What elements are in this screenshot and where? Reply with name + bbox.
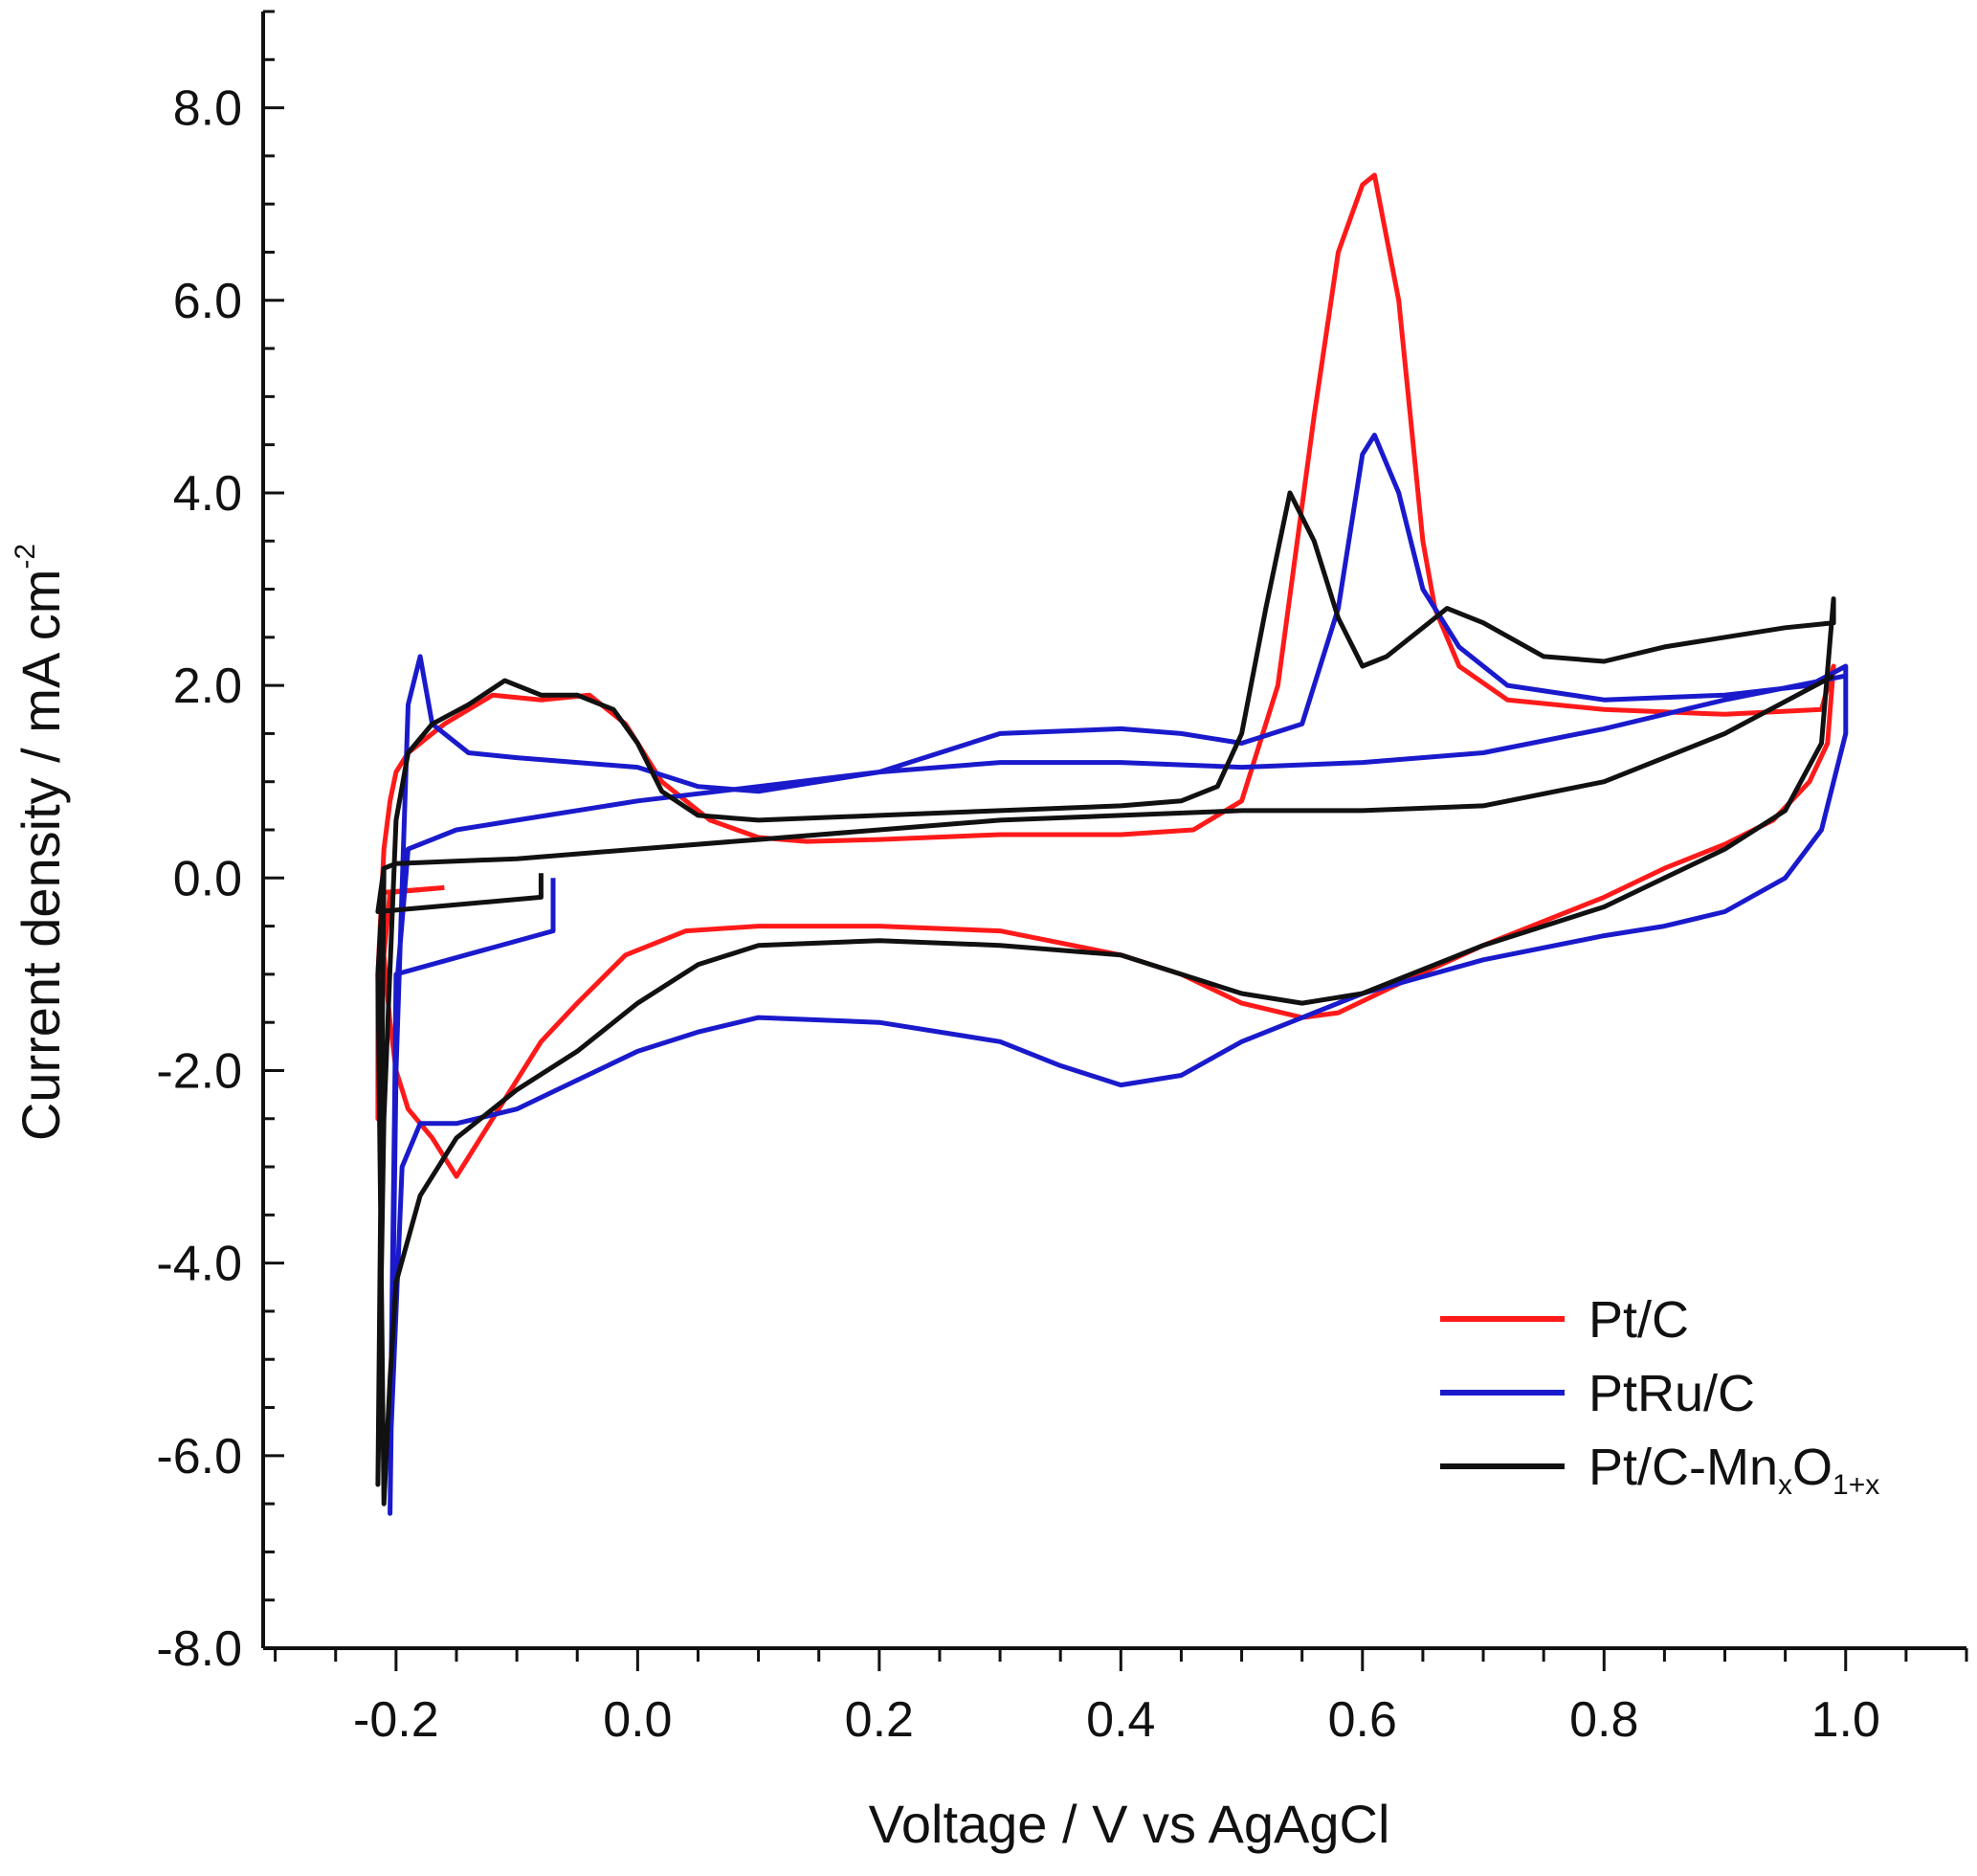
y-tick-label: -2.0: [156, 1043, 242, 1099]
tick-label-layer: -8.0 -6.0 -4.0 -2.0 0.0 2.0 4.0 6.0 8.0 -0.2 0.0 0.…: [156, 81, 1880, 1748]
y-tick-label: 6.0: [173, 274, 242, 329]
y-tick-label: 0.0: [173, 851, 242, 906]
x-tick-label: 0.0: [603, 1692, 672, 1748]
legend-label-base: Pt/C-Mn: [1588, 1439, 1778, 1496]
x-tick-label: 0.2: [845, 1692, 914, 1748]
x-tick-label: 0.4: [1086, 1692, 1155, 1748]
y-tick-label: 8.0: [173, 81, 242, 137]
legend-label-pt-c-mnxo1x: Pt/C-MnxO1+x: [1588, 1439, 1879, 1501]
legend: Pt/C PtRu/C Pt/C-MnxO1+x: [1440, 1291, 1879, 1501]
series-line-pt-c: [375, 172, 1836, 1179]
x-tick-label: 1.0: [1811, 1692, 1880, 1748]
legend-label-sub-1x: 1+x: [1833, 1469, 1879, 1501]
y-tick-label: 4.0: [173, 466, 242, 522]
series-line-ptru-c: [388, 433, 1849, 1516]
legend-label-oxygen: O: [1792, 1439, 1833, 1496]
series-line-pt-c-mnxo1-x: [375, 490, 1836, 1507]
y-tick-label: 2.0: [173, 659, 242, 714]
y-tick-label: -8.0: [156, 1621, 242, 1677]
axes-layer: [261, 10, 1968, 1671]
y-tick-label: -4.0: [156, 1237, 242, 1292]
legend-label-pt-c: Pt/C: [1588, 1291, 1689, 1349]
y-axis-title-main: Current density / mA cm: [11, 570, 71, 1142]
x-tick-label: 0.6: [1328, 1692, 1397, 1748]
x-tick-label: -0.2: [353, 1692, 439, 1748]
y-axis-title-superscript: -2: [10, 544, 41, 570]
x-axis-title: Voltage / V vs AgAgCl: [869, 1794, 1390, 1854]
y-tick-label: -6.0: [156, 1429, 242, 1485]
y-axis-title: Current density / mA cm-2: [10, 544, 71, 1141]
series-layer: [375, 172, 1849, 1516]
legend-label-ptru-c: PtRu/C: [1588, 1365, 1755, 1422]
x-tick-label: 0.8: [1569, 1692, 1638, 1748]
legend-label-sub-x: x: [1778, 1469, 1792, 1501]
